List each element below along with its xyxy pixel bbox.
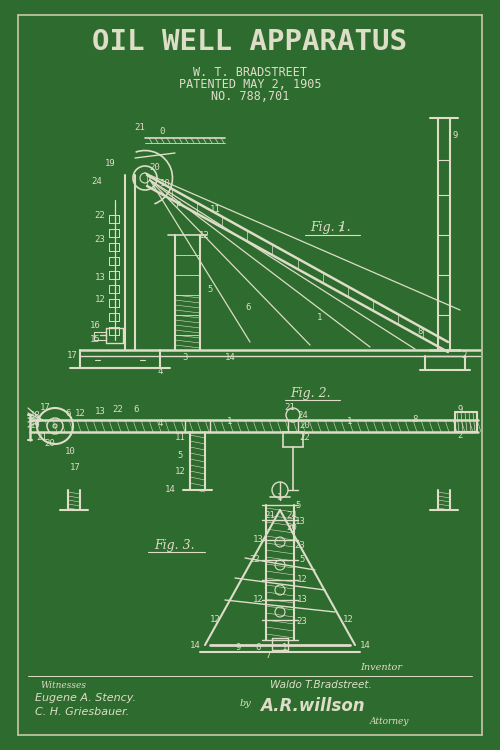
Text: 22: 22 [94, 211, 106, 220]
Text: 1: 1 [228, 418, 232, 427]
Text: 20: 20 [44, 440, 56, 448]
Text: 13: 13 [252, 536, 264, 544]
Text: 24: 24 [92, 178, 102, 187]
Text: 24: 24 [298, 410, 308, 419]
Text: 12: 12 [74, 409, 86, 418]
Text: 20: 20 [150, 164, 160, 172]
Text: 13: 13 [94, 274, 106, 283]
Text: Waldo T.Bradstreet.: Waldo T.Bradstreet. [270, 680, 372, 690]
Text: 6: 6 [246, 304, 250, 313]
Text: 10: 10 [64, 448, 76, 457]
Text: 7: 7 [338, 226, 342, 235]
Text: 3: 3 [182, 353, 188, 362]
Text: 5: 5 [178, 451, 182, 460]
Text: 6: 6 [66, 410, 70, 419]
Text: A.R.willson: A.R.willson [260, 697, 364, 715]
Text: 12: 12 [198, 230, 209, 239]
Text: by: by [240, 700, 252, 709]
Text: 0: 0 [160, 128, 164, 136]
Text: 12: 12 [94, 296, 106, 304]
Text: 23: 23 [296, 617, 308, 626]
Text: 12: 12 [210, 616, 220, 625]
Text: 19: 19 [30, 421, 40, 430]
Text: W. T. BRADSTREET: W. T. BRADSTREET [193, 65, 307, 79]
Text: 4: 4 [158, 368, 162, 376]
Text: Fig. 2.: Fig. 2. [290, 386, 331, 400]
Text: 9: 9 [458, 406, 462, 415]
Text: 14: 14 [164, 485, 175, 494]
Text: 14: 14 [190, 640, 200, 650]
Text: Witnesses: Witnesses [40, 680, 86, 689]
Text: 15: 15 [90, 335, 101, 344]
Text: Fig. 3.: Fig. 3. [154, 538, 196, 551]
Text: 12: 12 [174, 467, 186, 476]
Text: NO. 788,701: NO. 788,701 [211, 89, 289, 103]
Text: 5: 5 [208, 286, 212, 295]
Text: C. H. Griesbauer.: C. H. Griesbauer. [35, 707, 129, 717]
Text: 22: 22 [300, 433, 310, 442]
Text: p: p [176, 200, 180, 208]
Text: 17: 17 [66, 350, 78, 359]
Text: 17: 17 [70, 464, 80, 472]
Text: 2: 2 [462, 352, 466, 361]
Text: 8: 8 [418, 328, 422, 337]
Text: 13: 13 [296, 596, 308, 604]
Text: 18: 18 [30, 412, 40, 421]
Text: 16: 16 [90, 320, 101, 329]
Text: 8: 8 [412, 415, 418, 424]
Text: 11: 11 [210, 206, 220, 214]
Text: 13: 13 [294, 518, 306, 526]
Text: 23: 23 [94, 236, 106, 244]
Text: 6: 6 [256, 644, 260, 652]
Text: 21: 21 [264, 511, 276, 520]
Text: 2: 2 [458, 430, 462, 439]
Text: 12: 12 [252, 596, 264, 604]
Text: 7: 7 [266, 650, 270, 659]
Text: 21: 21 [36, 433, 48, 442]
Text: 20: 20 [300, 421, 310, 430]
Text: Attorney: Attorney [370, 718, 410, 727]
Text: Inventor: Inventor [360, 664, 402, 673]
Text: 9: 9 [452, 130, 458, 140]
Text: PATENTED MAY 2, 1905: PATENTED MAY 2, 1905 [179, 77, 321, 91]
Text: 10: 10 [160, 178, 170, 188]
Text: OIL WELL APPARATUS: OIL WELL APPARATUS [92, 28, 407, 56]
Text: 24: 24 [286, 511, 298, 520]
Text: 17: 17 [40, 404, 50, 412]
Text: 11: 11 [174, 433, 186, 442]
Text: 13: 13 [94, 406, 106, 416]
Text: 21: 21 [284, 404, 296, 412]
Text: 12: 12 [296, 575, 308, 584]
Text: Eugene A. Stency.: Eugene A. Stency. [35, 693, 136, 703]
Text: 1: 1 [318, 314, 322, 322]
Text: Fig. 1.: Fig. 1. [310, 221, 350, 235]
Text: 19: 19 [104, 158, 116, 167]
Text: 22: 22 [250, 556, 260, 565]
Text: 22: 22 [112, 406, 124, 415]
Text: 5: 5 [296, 500, 300, 509]
Text: 5: 5 [300, 556, 304, 565]
Text: 21: 21 [134, 122, 145, 131]
Text: 9: 9 [236, 644, 240, 652]
Text: 14: 14 [360, 640, 370, 650]
Text: 1: 1 [348, 416, 352, 425]
Text: 1: 1 [278, 494, 282, 502]
Text: 12: 12 [342, 616, 353, 625]
Text: 6: 6 [134, 404, 138, 413]
Text: 1: 1 [282, 644, 288, 652]
Text: 14: 14 [224, 353, 235, 362]
Text: 23: 23 [294, 541, 306, 550]
Text: 20: 20 [286, 523, 298, 532]
Text: 4: 4 [158, 419, 162, 428]
